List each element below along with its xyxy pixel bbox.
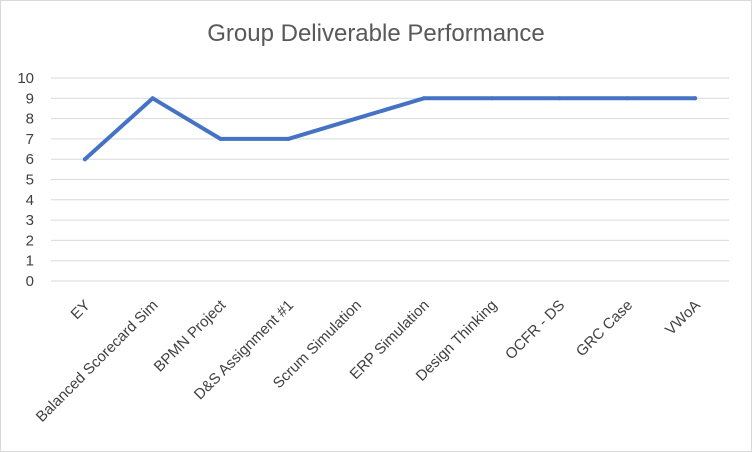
x-tick-label: EY: [68, 297, 94, 323]
data-point: [82, 157, 87, 162]
series-group: [82, 96, 698, 162]
data-point: [625, 96, 630, 101]
data-point: [693, 96, 698, 101]
x-tick-label: VWoA: [662, 297, 704, 339]
x-tick-label: GRC Case: [573, 297, 636, 360]
y-tick-label: 10: [17, 70, 34, 87]
x-tick-label: OCFR - DS: [502, 297, 568, 363]
y-tick-label: 7: [26, 131, 34, 148]
data-point: [286, 136, 291, 141]
x-tick-label: Balanced Scorecard Sim: [33, 297, 162, 426]
y-tick-label: 9: [26, 90, 34, 107]
data-point: [489, 96, 494, 101]
data-point: [421, 96, 426, 101]
data-point: [218, 136, 223, 141]
series-line: [82, 96, 698, 162]
y-tick-label: 4: [26, 192, 34, 209]
chart-title: Group Deliverable Performance: [207, 20, 545, 47]
y-axis-ticks: 0 1 2 3 4 5 6 7 8 9 10: [17, 70, 34, 290]
gridlines: [51, 77, 729, 282]
y-tick-label: 6: [26, 151, 34, 168]
y-tick-label: 2: [26, 232, 34, 249]
data-point: [557, 96, 562, 101]
data-point: [150, 96, 155, 101]
y-tick-label: 8: [26, 111, 34, 128]
y-tick-label: 0: [26, 273, 34, 290]
y-tick-label: 3: [26, 212, 34, 229]
y-tick-label: 1: [26, 253, 34, 270]
y-tick-label: 5: [26, 172, 34, 189]
data-point: [354, 116, 359, 121]
